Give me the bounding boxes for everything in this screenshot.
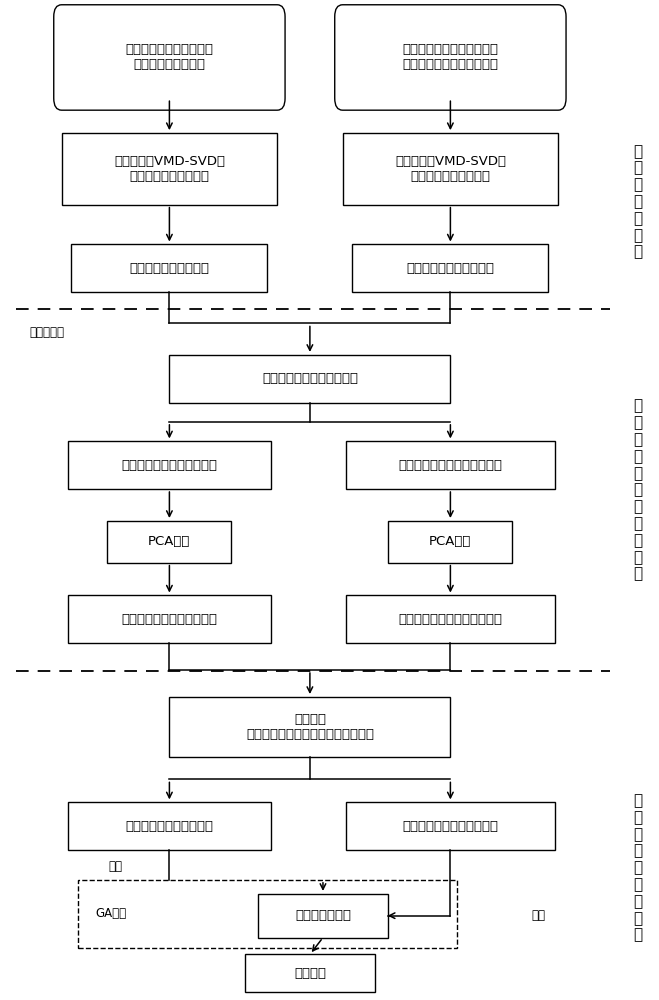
Text: 领域适应
（源领域特征向目标领域特征对齐）: 领域适应 （源领域特征向目标领域特征对齐） [246, 713, 374, 741]
FancyBboxPatch shape [335, 5, 566, 110]
Text: 目标领域高维空间特征样本集: 目标领域高维空间特征样本集 [399, 459, 502, 472]
FancyBboxPatch shape [71, 244, 268, 292]
FancyBboxPatch shape [244, 954, 375, 992]
Text: 分
类
模
型
建
立
与
测
试: 分 类 模 型 建 立 与 测 试 [633, 793, 643, 943]
FancyBboxPatch shape [169, 697, 450, 757]
Text: 特征提取（VMD-SVD，
时域、频域特征指标）: 特征提取（VMD-SVD， 时域、频域特征指标） [395, 155, 506, 183]
Text: 无
监
督
核
映
射
子
空
间
对
齐: 无 监 督 核 映 射 子 空 间 对 齐 [633, 399, 643, 582]
Text: 目标领域多域特征样本集: 目标领域多域特征样本集 [407, 262, 494, 275]
Text: 特
征
样
本
集
构
造: 特 征 样 本 集 构 造 [633, 144, 643, 260]
FancyBboxPatch shape [61, 133, 277, 205]
FancyBboxPatch shape [54, 5, 285, 110]
Text: GA优化: GA优化 [95, 907, 126, 920]
Text: 对齐后源领域数据样本集: 对齐后源领域数据样本集 [125, 820, 214, 833]
Text: 支持向量机模型: 支持向量机模型 [295, 909, 351, 922]
Text: 分类结果: 分类结果 [294, 967, 326, 980]
Text: 对齐后目标领域数据样本集: 对齐后目标领域数据样本集 [403, 820, 498, 833]
FancyBboxPatch shape [107, 521, 231, 563]
Text: 源领域高维特征样本子空间: 源领域高维特征样本子空间 [121, 613, 217, 626]
FancyBboxPatch shape [78, 880, 457, 948]
FancyBboxPatch shape [68, 441, 271, 489]
Text: 源领域高维空间特征样本集: 源领域高维空间特征样本集 [121, 459, 217, 472]
Text: 特征提取（VMD-SVD，
时域、频域特征指标）: 特征提取（VMD-SVD， 时域、频域特征指标） [114, 155, 225, 183]
FancyBboxPatch shape [388, 521, 513, 563]
Text: 目标领域其他负载滚动轴承
振动信号（完全不含标签）: 目标领域其他负载滚动轴承 振动信号（完全不含标签） [403, 43, 498, 71]
Text: 训练: 训练 [109, 860, 123, 873]
Text: 目标领域高维特征样本子空间: 目标领域高维特征样本子空间 [399, 613, 502, 626]
Text: 两领域共同映射到高维空间: 两领域共同映射到高维空间 [262, 372, 358, 385]
FancyBboxPatch shape [68, 802, 271, 850]
FancyBboxPatch shape [346, 802, 555, 850]
Text: 高斯核映射: 高斯核映射 [29, 326, 64, 339]
FancyBboxPatch shape [343, 133, 558, 205]
Text: 测试: 测试 [532, 909, 546, 922]
Text: PCA降维: PCA降维 [148, 535, 190, 548]
Text: 源领域多域特征样本集: 源领域多域特征样本集 [129, 262, 210, 275]
FancyBboxPatch shape [68, 595, 271, 643]
FancyBboxPatch shape [346, 595, 555, 643]
Text: 源领域已知负载滚动轴承
振动信号（含标签）: 源领域已知负载滚动轴承 振动信号（含标签） [125, 43, 214, 71]
FancyBboxPatch shape [346, 441, 555, 489]
FancyBboxPatch shape [353, 244, 548, 292]
Text: PCA降维: PCA降维 [429, 535, 472, 548]
FancyBboxPatch shape [169, 355, 450, 403]
FancyBboxPatch shape [258, 894, 388, 938]
